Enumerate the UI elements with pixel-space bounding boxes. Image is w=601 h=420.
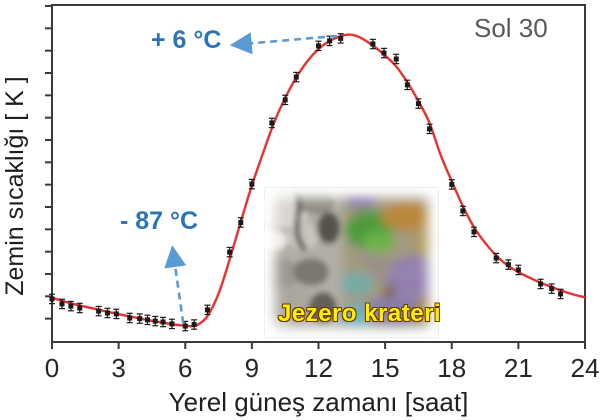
data-point-marker (293, 74, 299, 80)
x-axis-label: Yerel güneş zamanı [saat] (168, 387, 469, 417)
x-axis-tick-label: 12 (304, 353, 333, 383)
data-point-marker (460, 208, 466, 214)
data-point-marker (77, 305, 83, 311)
data-point-marker (505, 262, 511, 268)
data-point-marker (152, 318, 158, 324)
data-point-marker (105, 310, 111, 316)
data-point-marker (415, 101, 421, 107)
data-point-marker (269, 120, 275, 126)
x-axis-tick-label: 15 (371, 353, 400, 383)
data-point-marker (282, 97, 288, 103)
inset-caption: Jezero krateri (278, 300, 442, 327)
data-point-marker (381, 50, 387, 56)
data-point-marker (249, 181, 255, 187)
data-point-marker (182, 323, 188, 329)
min-annotation-arrow (164, 245, 187, 324)
data-point-marker (558, 291, 564, 297)
data-point-marker (316, 43, 321, 49)
annotation-max-temperature-label: + 6 °C (151, 26, 222, 54)
data-point-marker (471, 229, 477, 235)
data-point-marker (96, 308, 102, 314)
delta-mineral-colors (341, 188, 438, 337)
data-point-marker (169, 321, 175, 327)
x-axis-tick-label: 0 (45, 353, 59, 383)
x-axis-tick-label: 18 (437, 353, 466, 383)
data-point-marker (160, 319, 166, 325)
data-point-marker (144, 317, 150, 323)
jezero-crater-inset-image: Jezero krateri (265, 188, 442, 337)
data-point-marker (49, 296, 55, 302)
crater-rim-gray-terrain (265, 188, 347, 337)
data-point-marker (59, 301, 65, 307)
annotation-min-temperature-label: - 87 °C (120, 207, 199, 235)
x-axis-tick-label: 3 (111, 353, 125, 383)
y-axis-label: Zemin sıcaklığı [ K ] (1, 76, 29, 296)
data-point-marker (515, 267, 521, 273)
sol-number-label: Sol 30 (474, 13, 548, 43)
data-point-marker (370, 41, 376, 47)
data-point-marker (493, 255, 499, 261)
max-annotation-arrow (229, 32, 338, 55)
data-point-marker (127, 315, 133, 321)
data-point-marker (238, 219, 244, 225)
data-point-marker (68, 303, 74, 309)
data-point-marker (191, 322, 197, 328)
data-point-marker (113, 311, 119, 317)
data-point-marker (204, 307, 210, 313)
data-point-marker (137, 316, 143, 322)
data-point-marker (427, 126, 433, 132)
data-point-marker (404, 82, 410, 88)
data-point-marker (449, 181, 455, 187)
x-axis-tick-label: 21 (504, 353, 533, 383)
x-axis-tick-label: 6 (178, 353, 192, 383)
x-axis-tick-label: 9 (245, 353, 259, 383)
jezero-crater-artwork (265, 188, 438, 337)
data-point-marker (393, 56, 399, 62)
data-point-marker (227, 249, 233, 255)
data-point-marker (338, 35, 344, 41)
data-point-marker (538, 281, 544, 287)
data-point-marker (549, 286, 555, 292)
x-axis-tick-label: 24 (571, 353, 600, 383)
data-point-marker (327, 38, 333, 44)
